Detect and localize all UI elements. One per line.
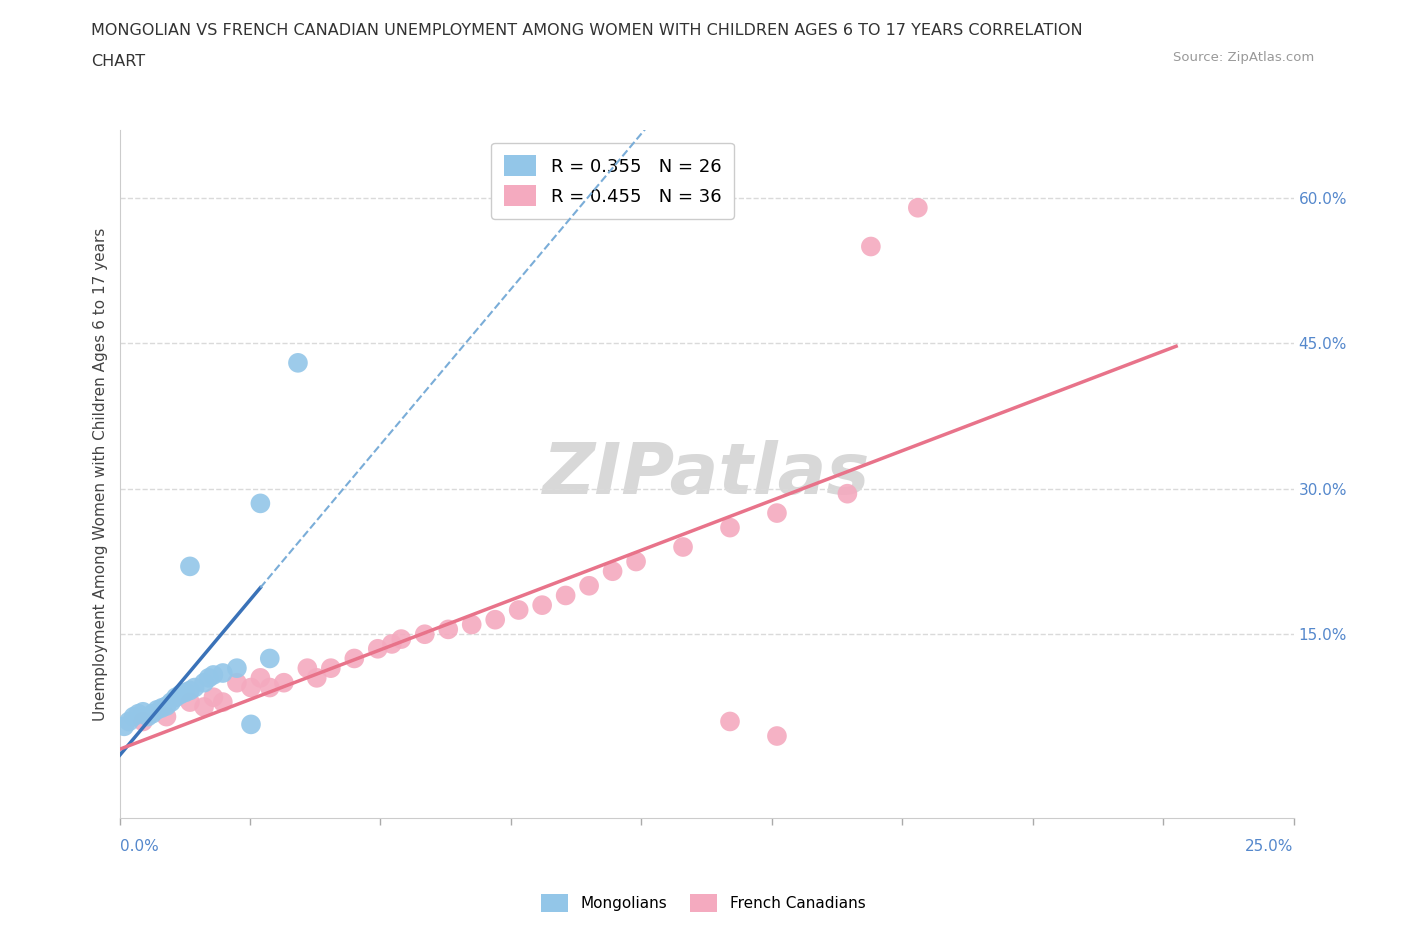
Point (297, 660, 319, 675)
Point (389, 631, 412, 646)
Point (112, 719, 135, 734)
Legend: R = 0.355   N = 26, R = 0.455   N = 36: R = 0.355 N = 26, R = 0.455 N = 36 (491, 142, 734, 219)
Point (859, 239, 882, 254)
Point (381, 636, 404, 651)
Point (460, 618, 484, 632)
Point (225, 660, 249, 675)
Point (907, 200, 929, 215)
Point (225, 675, 249, 690)
Point (837, 486, 859, 501)
Point (155, 698, 177, 713)
Point (202, 668, 225, 683)
Text: 25.0%: 25.0% (1246, 839, 1294, 854)
Point (249, 671, 271, 685)
Point (179, 559, 201, 574)
Point (132, 714, 155, 729)
Point (259, 651, 281, 666)
Text: ZIPatlas: ZIPatlas (543, 440, 870, 509)
Point (202, 690, 225, 705)
Text: MONGOLIAN VS FRENCH CANADIAN UNEMPLOYMENT AMONG WOMEN WITH CHILDREN AGES 6 TO 17: MONGOLIAN VS FRENCH CANADIAN UNEMPLOYMEN… (91, 23, 1083, 38)
Point (718, 520, 741, 535)
Point (273, 675, 295, 690)
Point (122, 710, 145, 724)
Point (240, 680, 263, 695)
Point (174, 685, 197, 700)
Point (531, 598, 554, 613)
Point (183, 680, 205, 695)
Point (672, 539, 695, 554)
Point (367, 642, 389, 657)
Point (240, 717, 263, 732)
Point (179, 683, 201, 698)
Point (136, 710, 159, 724)
Point (578, 578, 600, 593)
Point (169, 687, 191, 702)
Point (766, 506, 789, 521)
Point (211, 695, 233, 710)
Point (160, 695, 183, 710)
Point (287, 355, 309, 370)
Point (508, 603, 530, 618)
Text: 0.0%: 0.0% (120, 839, 159, 854)
Point (211, 666, 233, 681)
Point (193, 675, 215, 690)
Point (305, 671, 328, 685)
Point (132, 704, 155, 719)
Point (343, 651, 366, 666)
Point (484, 612, 506, 627)
Point (193, 699, 215, 714)
Point (718, 714, 741, 729)
Point (127, 706, 149, 721)
Legend: Mongolians, French Canadians: Mongolians, French Canadians (534, 888, 872, 918)
Point (413, 627, 436, 642)
Point (150, 700, 173, 715)
Point (155, 710, 177, 724)
Point (554, 588, 576, 603)
Y-axis label: Unemployment Among Women with Children Ages 6 to 17 years: Unemployment Among Women with Children A… (93, 228, 108, 721)
Point (197, 671, 219, 685)
Point (146, 702, 169, 717)
Point (249, 496, 271, 511)
Point (118, 714, 141, 729)
Point (437, 622, 460, 637)
Text: Source: ZipAtlas.com: Source: ZipAtlas.com (1174, 51, 1315, 64)
Point (624, 554, 647, 569)
Point (319, 660, 342, 675)
Text: CHART: CHART (91, 54, 145, 69)
Point (259, 680, 281, 695)
Point (179, 695, 201, 710)
Point (165, 690, 187, 705)
Point (141, 706, 163, 721)
Point (602, 564, 624, 578)
Point (766, 728, 789, 743)
